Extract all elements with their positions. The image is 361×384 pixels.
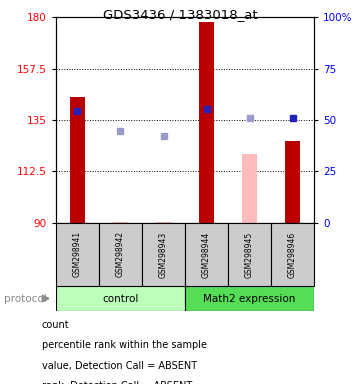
Text: percentile rank within the sample: percentile rank within the sample bbox=[42, 340, 206, 351]
Bar bbox=[242, 154, 257, 223]
Bar bbox=[228, 223, 271, 286]
Bar bbox=[285, 141, 300, 223]
Text: GSM298946: GSM298946 bbox=[288, 231, 297, 278]
Text: GSM298942: GSM298942 bbox=[116, 231, 125, 278]
Text: GDS3436 / 1383018_at: GDS3436 / 1383018_at bbox=[103, 8, 258, 22]
Text: GSM298944: GSM298944 bbox=[202, 231, 211, 278]
Bar bbox=[99, 223, 142, 286]
Text: GSM298943: GSM298943 bbox=[159, 231, 168, 278]
Text: control: control bbox=[102, 293, 139, 304]
Text: value, Detection Call = ABSENT: value, Detection Call = ABSENT bbox=[42, 361, 197, 371]
Bar bbox=[70, 97, 85, 223]
Bar bbox=[142, 223, 185, 286]
Bar bbox=[199, 22, 214, 223]
Text: protocol: protocol bbox=[4, 293, 46, 304]
Bar bbox=[185, 286, 314, 311]
Text: count: count bbox=[42, 320, 69, 330]
Text: GSM298941: GSM298941 bbox=[73, 231, 82, 278]
Bar bbox=[56, 286, 185, 311]
Bar bbox=[271, 223, 314, 286]
Text: rank, Detection Call = ABSENT: rank, Detection Call = ABSENT bbox=[42, 381, 192, 384]
Bar bbox=[113, 222, 128, 223]
Bar bbox=[185, 223, 228, 286]
Text: GSM298945: GSM298945 bbox=[245, 231, 254, 278]
Bar bbox=[156, 222, 171, 223]
Bar bbox=[56, 223, 99, 286]
Text: Math2 expression: Math2 expression bbox=[203, 293, 296, 304]
